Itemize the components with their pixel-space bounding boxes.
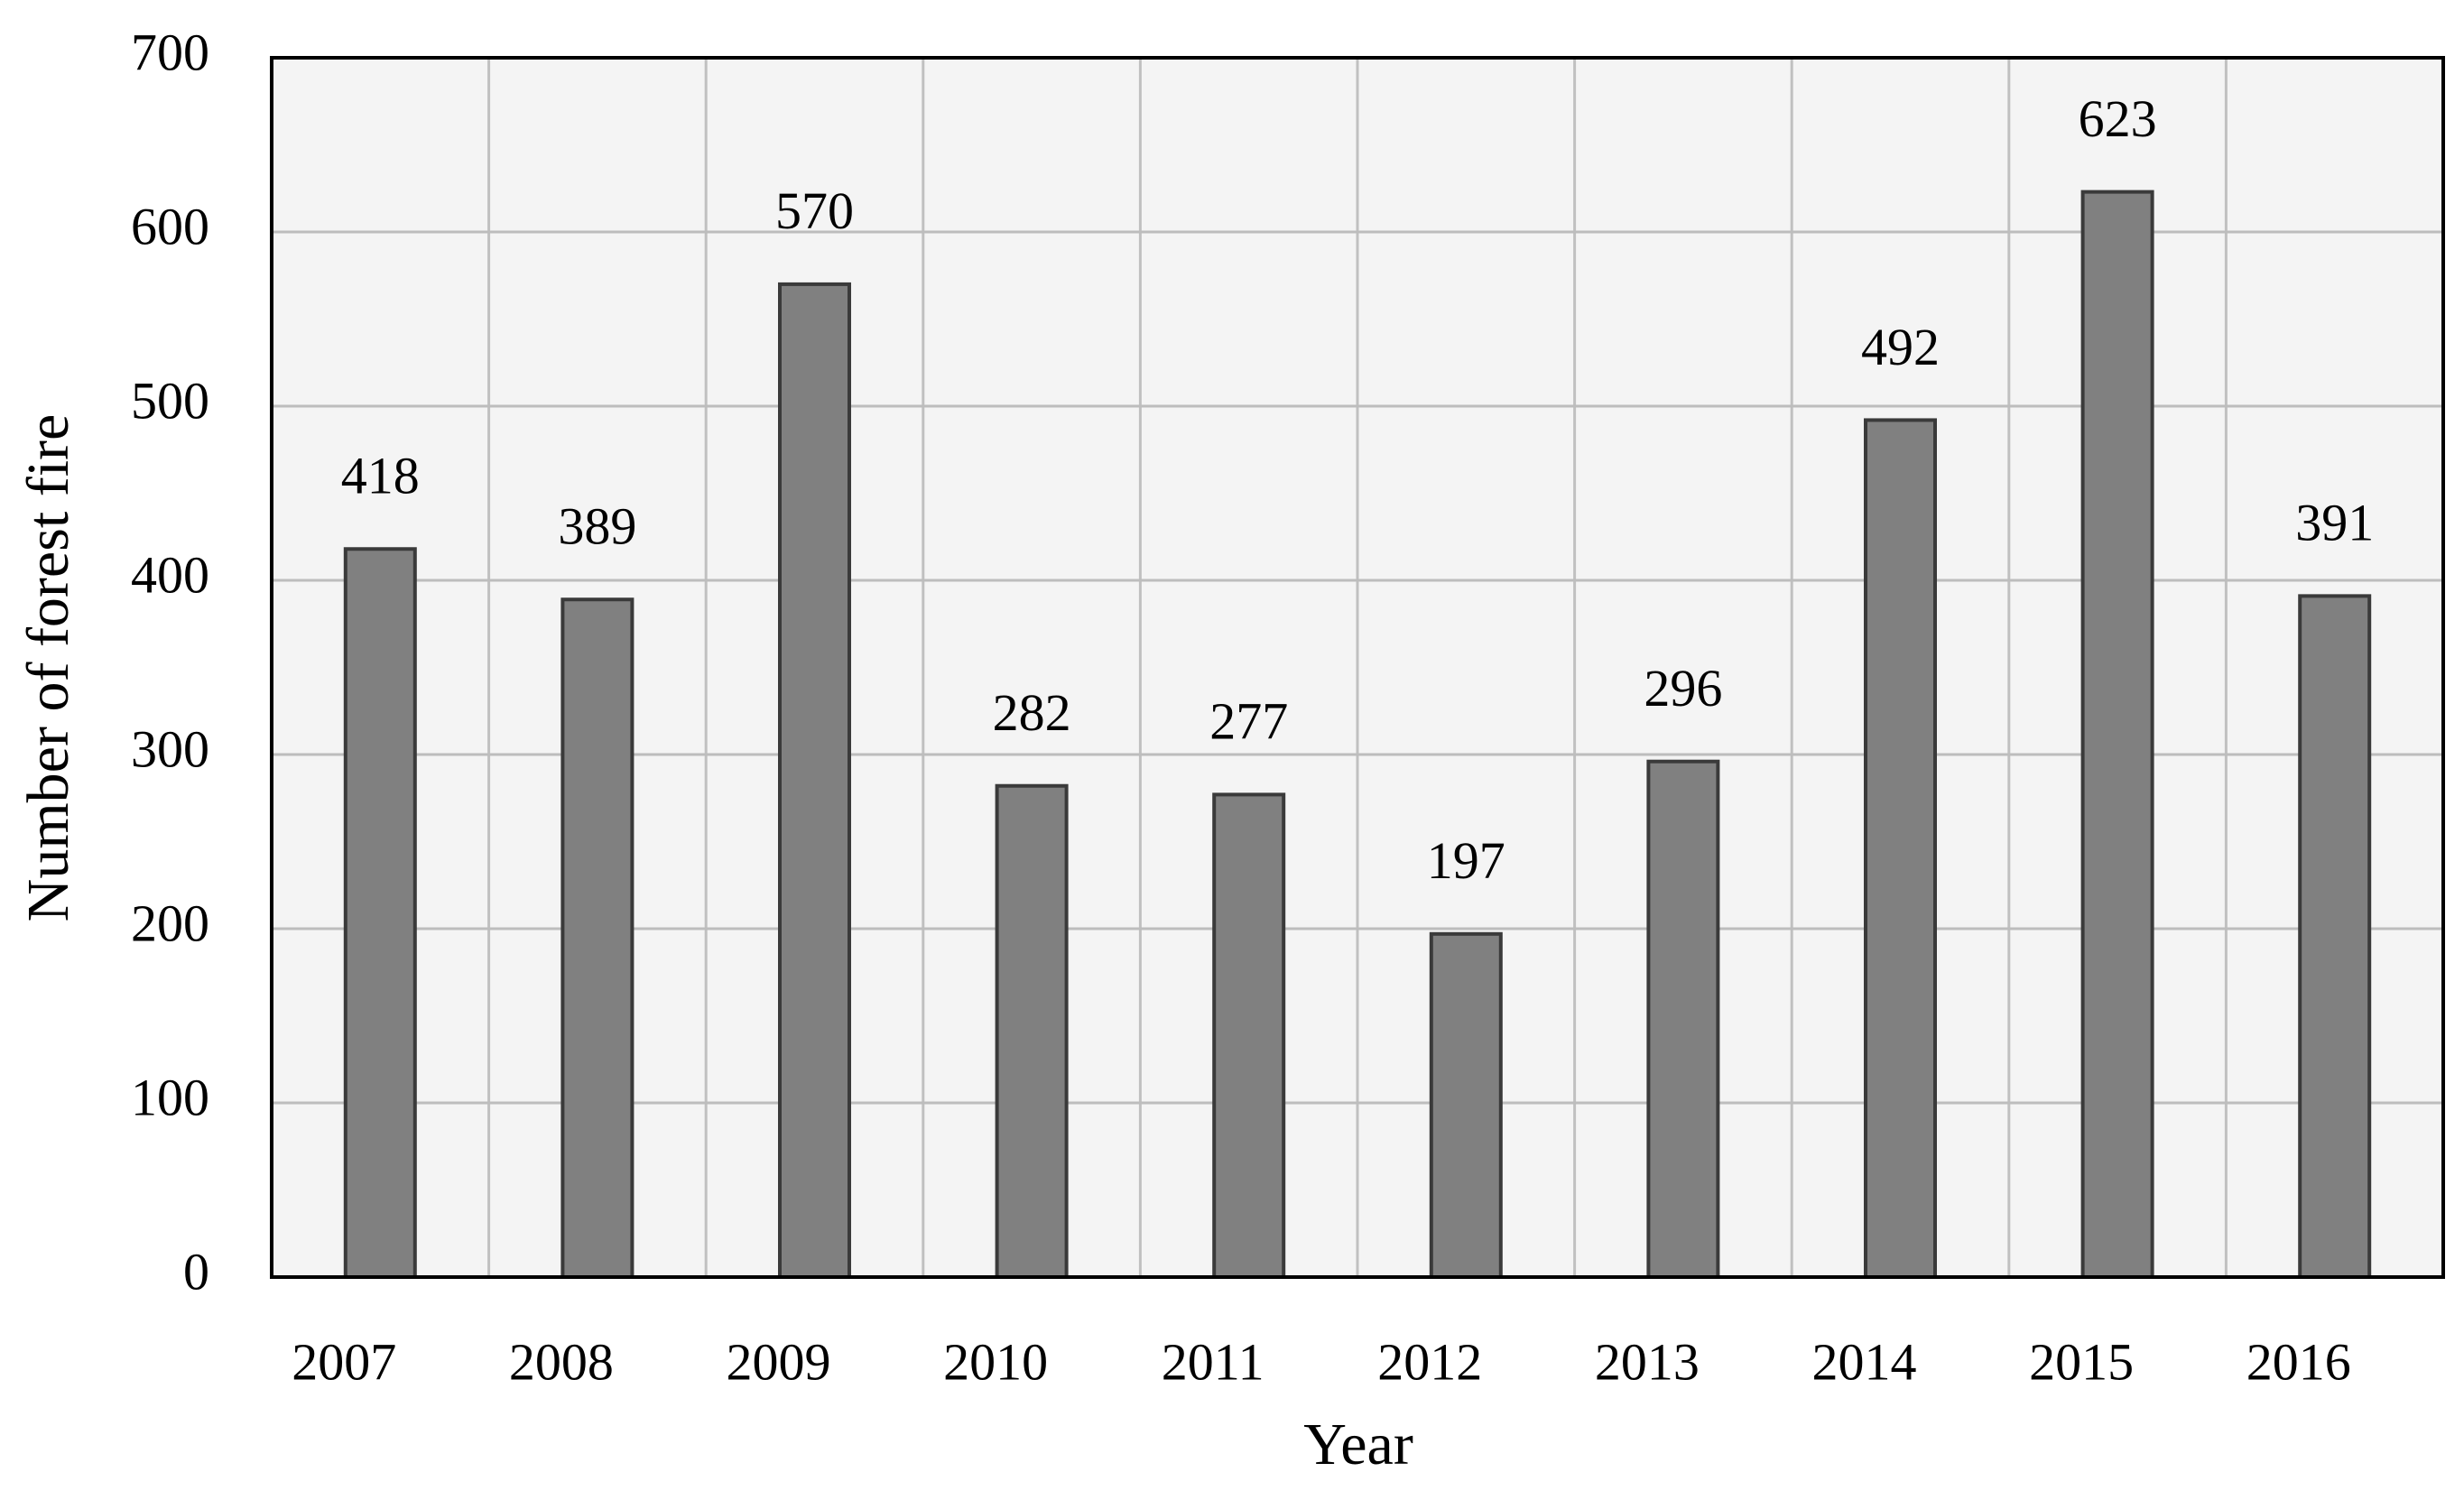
bar <box>1864 418 1937 1279</box>
bar <box>778 282 851 1279</box>
x-tick-label: 2013 <box>1595 1332 1700 1391</box>
x-tick-label: 2010 <box>943 1332 1048 1391</box>
y-tick-label: 200 <box>131 894 209 952</box>
data-label: 418 <box>341 447 420 505</box>
bar <box>1429 931 1503 1280</box>
x-tick-label: 2014 <box>1812 1332 1917 1391</box>
y-tick-label: 100 <box>131 1068 209 1126</box>
y-tick-label: 500 <box>131 371 209 430</box>
y-tick-label: 400 <box>131 545 209 604</box>
y-axis-title: Number of forest fire <box>15 414 81 922</box>
bar <box>1212 792 1286 1279</box>
data-label: 389 <box>558 497 636 556</box>
data-label: 197 <box>1427 831 1505 890</box>
bar <box>2298 594 2372 1279</box>
y-tick-label: 0 <box>183 1242 209 1301</box>
x-tick-label: 2011 <box>1162 1332 1264 1391</box>
data-label: 623 <box>2079 89 2157 148</box>
data-label: 277 <box>1209 692 1288 751</box>
bar <box>2080 190 2154 1280</box>
y-tick-label: 600 <box>131 197 209 255</box>
data-label: 296 <box>1644 659 1722 718</box>
bars <box>343 190 2372 1280</box>
x-tick-label: 2012 <box>1377 1332 1482 1391</box>
y-tick-label: 300 <box>131 719 209 778</box>
y-tick-label: 700 <box>131 23 209 81</box>
x-tick-label: 2008 <box>509 1332 614 1391</box>
data-label: 570 <box>775 181 854 240</box>
x-tick-label: 2016 <box>2246 1332 2351 1391</box>
bar <box>1646 759 1720 1279</box>
data-label: 282 <box>993 683 1071 742</box>
data-label: 492 <box>1861 318 1940 376</box>
data-label: 391 <box>2295 494 2374 552</box>
bar <box>560 597 635 1279</box>
bar <box>343 547 417 1279</box>
x-tick-label: 2015 <box>2029 1332 2134 1391</box>
x-tick-label: 2007 <box>292 1332 396 1391</box>
bar <box>995 783 1069 1279</box>
x-tick-label: 2009 <box>727 1332 831 1391</box>
plot-frame <box>270 56 2445 1279</box>
x-axis-title: Year <box>1303 1412 1413 1477</box>
